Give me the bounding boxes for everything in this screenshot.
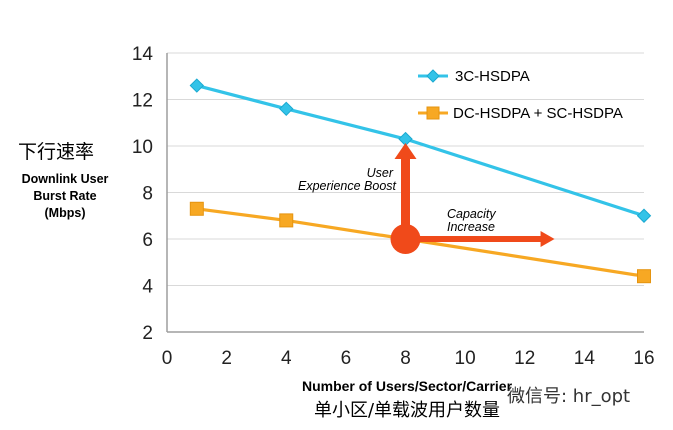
arrow-right-head xyxy=(540,231,555,247)
data-point-dc-x4 xyxy=(279,213,294,228)
x-tick-label-2: 2 xyxy=(221,348,232,369)
data-point-3c-x16 xyxy=(636,208,652,223)
y-axis-label-line-1: Downlink User xyxy=(22,172,109,186)
legend-item-3c-hsdpa: 3C-HSDPA xyxy=(418,68,530,85)
y-tick-label-2: 2 xyxy=(142,323,153,344)
y-tick-label-6: 6 xyxy=(142,230,153,251)
data-point-3c-x4 xyxy=(279,101,294,117)
annotation-capacity-line-2: Increase xyxy=(447,220,495,234)
x-tick-labels: 0 2 4 6 8 10 12 14 16 xyxy=(162,348,655,369)
watermark-text: 微信号: hr_opt xyxy=(507,386,630,407)
legend-label-3c-hsdpa: 3C-HSDPA xyxy=(455,68,530,85)
y-axis-label-line-2: Burst Rate xyxy=(33,189,96,203)
annotation-user-line-2: Experience Boost xyxy=(298,179,397,193)
annotation-arrows xyxy=(390,143,555,254)
y-tick-label-12: 12 xyxy=(132,91,153,112)
arrow-origin-dot xyxy=(390,224,421,254)
legend-label-dc-hsdpa: DC-HSDPA + SC-HSDPA xyxy=(453,105,623,122)
series-group xyxy=(189,78,652,284)
data-point-dc-x1 xyxy=(189,201,204,216)
legend-marker-diamond xyxy=(426,69,440,83)
x-axis-label-english: Number of Users/Sector/Carrier xyxy=(302,378,513,394)
y-axis-label-chinese: 下行速率 xyxy=(18,141,94,163)
legend: 3C-HSDPA DC-HSDPA + SC-HSDPA xyxy=(418,68,623,122)
data-point-3c-x1 xyxy=(189,78,205,93)
annotation-capacity-line-1: Capacity xyxy=(447,207,496,221)
y-tick-label-4: 4 xyxy=(142,277,153,298)
arrow-up-head xyxy=(394,143,417,160)
x-tick-label-8: 8 xyxy=(400,348,411,369)
x-tick-label-16: 16 xyxy=(633,348,654,369)
x-tick-label-0: 0 xyxy=(162,348,173,369)
y-tick-label-8: 8 xyxy=(142,184,153,205)
x-axis-label-chinese: 单小区/单载波用户数量 xyxy=(314,400,500,421)
x-tick-label-6: 6 xyxy=(341,348,352,369)
data-point-dc-x16 xyxy=(637,269,651,284)
series-line-dc-hsdpa xyxy=(196,207,645,278)
x-tick-label-12: 12 xyxy=(514,348,535,369)
y-tick-label-10: 10 xyxy=(132,137,153,158)
x-tick-label-4: 4 xyxy=(281,348,292,369)
axes xyxy=(166,53,644,333)
legend-item-dc-hsdpa: DC-HSDPA + SC-HSDPA xyxy=(418,105,623,122)
x-tick-label-14: 14 xyxy=(574,348,596,369)
x-tick-label-10: 10 xyxy=(455,348,476,369)
y-tick-label-14: 14 xyxy=(132,44,154,65)
series-line-3c-hsdpa xyxy=(196,84,645,218)
y-axis-label-line-3: (Mbps) xyxy=(45,206,86,220)
y-tick-labels: 2 4 6 8 10 12 14 xyxy=(132,44,154,344)
legend-marker-square xyxy=(426,106,440,120)
annotation-user-line-1: User xyxy=(367,166,394,180)
